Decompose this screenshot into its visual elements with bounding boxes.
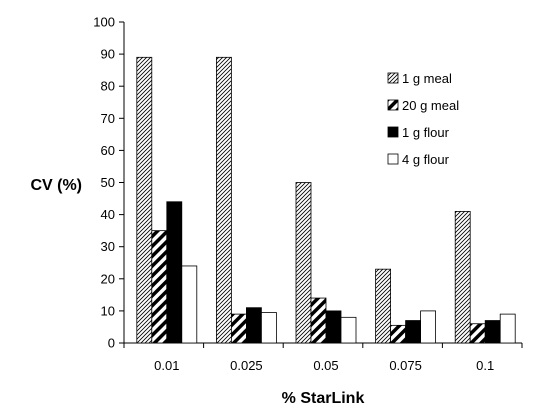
y-tick-label: 50 bbox=[101, 175, 115, 190]
legend-label: 20 g meal bbox=[402, 98, 459, 113]
bar-1-g-meal-0.075 bbox=[375, 268, 392, 344]
bar-20-g-meal-0.025 bbox=[230, 313, 247, 344]
bar-4-g-flour-0.1 bbox=[499, 313, 516, 344]
bar-1-g-meal-0.025 bbox=[215, 56, 232, 344]
y-tick-label: 0 bbox=[108, 336, 115, 351]
y-tick-label: 80 bbox=[101, 79, 115, 94]
y-tick-label: 100 bbox=[93, 15, 115, 30]
legend-swatch-20-g-meal bbox=[387, 99, 399, 111]
bar-1-g-flour-0.05 bbox=[325, 310, 342, 344]
y-tick-label: 20 bbox=[101, 271, 115, 286]
legend-label: 4 g flour bbox=[402, 152, 450, 167]
bar-1-g-meal-0.01 bbox=[136, 56, 153, 344]
bar-4-g-flour-0.05 bbox=[340, 316, 357, 344]
bar-1-g-flour-0.025 bbox=[245, 307, 262, 344]
y-tick-label: 70 bbox=[101, 111, 115, 126]
x-tick-label: 0.1 bbox=[476, 358, 494, 373]
bar-20-g-meal-0.1 bbox=[469, 323, 486, 344]
legend-label: 1 g meal bbox=[402, 71, 452, 86]
y-tick-label: 90 bbox=[101, 47, 115, 62]
y-tick-label: 10 bbox=[101, 303, 115, 318]
bar-1-g-flour-0.1 bbox=[484, 320, 501, 344]
bar-1-g-flour-0.01 bbox=[166, 201, 183, 344]
legend-label: 1 g flour bbox=[402, 125, 450, 140]
x-axis-title: % StarLink bbox=[282, 390, 365, 407]
legend-swatch-1-g-flour bbox=[387, 126, 399, 138]
x-tick-label: 0.05 bbox=[313, 358, 338, 373]
bar-1-g-meal-0.1 bbox=[454, 210, 471, 344]
bar-20-g-meal-0.075 bbox=[390, 324, 407, 344]
bar-1-g-flour-0.075 bbox=[405, 320, 422, 344]
x-tick-label: 0.025 bbox=[230, 358, 263, 373]
bar-1-g-meal-0.05 bbox=[295, 182, 312, 344]
x-tick-label: 0.075 bbox=[389, 358, 422, 373]
y-axis-title: CV (%) bbox=[30, 177, 82, 194]
bar-4-g-flour-0.025 bbox=[260, 312, 277, 344]
legend-swatch-4-g-flour bbox=[387, 153, 399, 165]
y-tick-label: 30 bbox=[101, 239, 115, 254]
legend-swatch-1-g-meal bbox=[387, 72, 399, 84]
bar-4-g-flour-0.075 bbox=[420, 310, 437, 344]
y-tick-label: 40 bbox=[101, 207, 115, 222]
bar-20-g-meal-0.05 bbox=[310, 297, 327, 344]
bar-20-g-meal-0.01 bbox=[151, 230, 168, 344]
y-tick-label: 60 bbox=[101, 143, 115, 158]
x-tick-label: 0.01 bbox=[154, 358, 179, 373]
bar-4-g-flour-0.01 bbox=[181, 265, 198, 344]
